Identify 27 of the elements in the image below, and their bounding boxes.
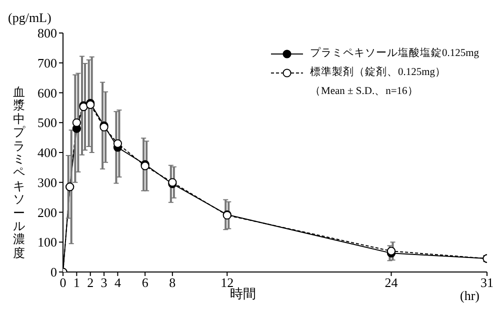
point <box>113 139 122 148</box>
y-tick-label: 400 <box>38 145 57 160</box>
x-tick-label: 2 <box>87 275 94 290</box>
y-tick-label: 100 <box>38 234 57 250</box>
text: (pg/mL) <box>8 10 52 26</box>
y-tick-label: 700 <box>38 55 57 70</box>
point <box>72 118 81 127</box>
y-tick-label: 200 <box>38 204 57 220</box>
y-tick-label: 500 <box>38 115 57 130</box>
y-tick-label: 0 <box>50 264 57 280</box>
x-tick-label: 31 <box>480 275 494 290</box>
x-tick-label: 1 <box>73 275 80 290</box>
annotation: （Mean ± S.D.、n=16） <box>310 85 420 99</box>
x-tick-label: 0 <box>60 275 66 290</box>
legend-label: プラミペキソール塩酸塩錠0.125mg <box>310 46 480 61</box>
y-tick-label: 600 <box>38 85 57 100</box>
x-tick-label: 8 <box>169 275 176 290</box>
x-tick-label: 6 <box>142 275 149 290</box>
text: (hr) <box>460 288 480 304</box>
y-tick-label: 800 <box>38 26 57 41</box>
x-tick-label: 24 <box>384 275 398 290</box>
x-tick-label: 3 <box>100 275 108 290</box>
y-tick-label: 300 <box>38 174 57 190</box>
x-axis-title: 時間 <box>230 286 256 303</box>
x-tick-label: 4 <box>114 275 122 290</box>
text: 血漿中プラミペキソール濃度 <box>13 85 25 260</box>
legend-label: 標準製剤（錠剤、0.125mg） <box>310 65 446 80</box>
